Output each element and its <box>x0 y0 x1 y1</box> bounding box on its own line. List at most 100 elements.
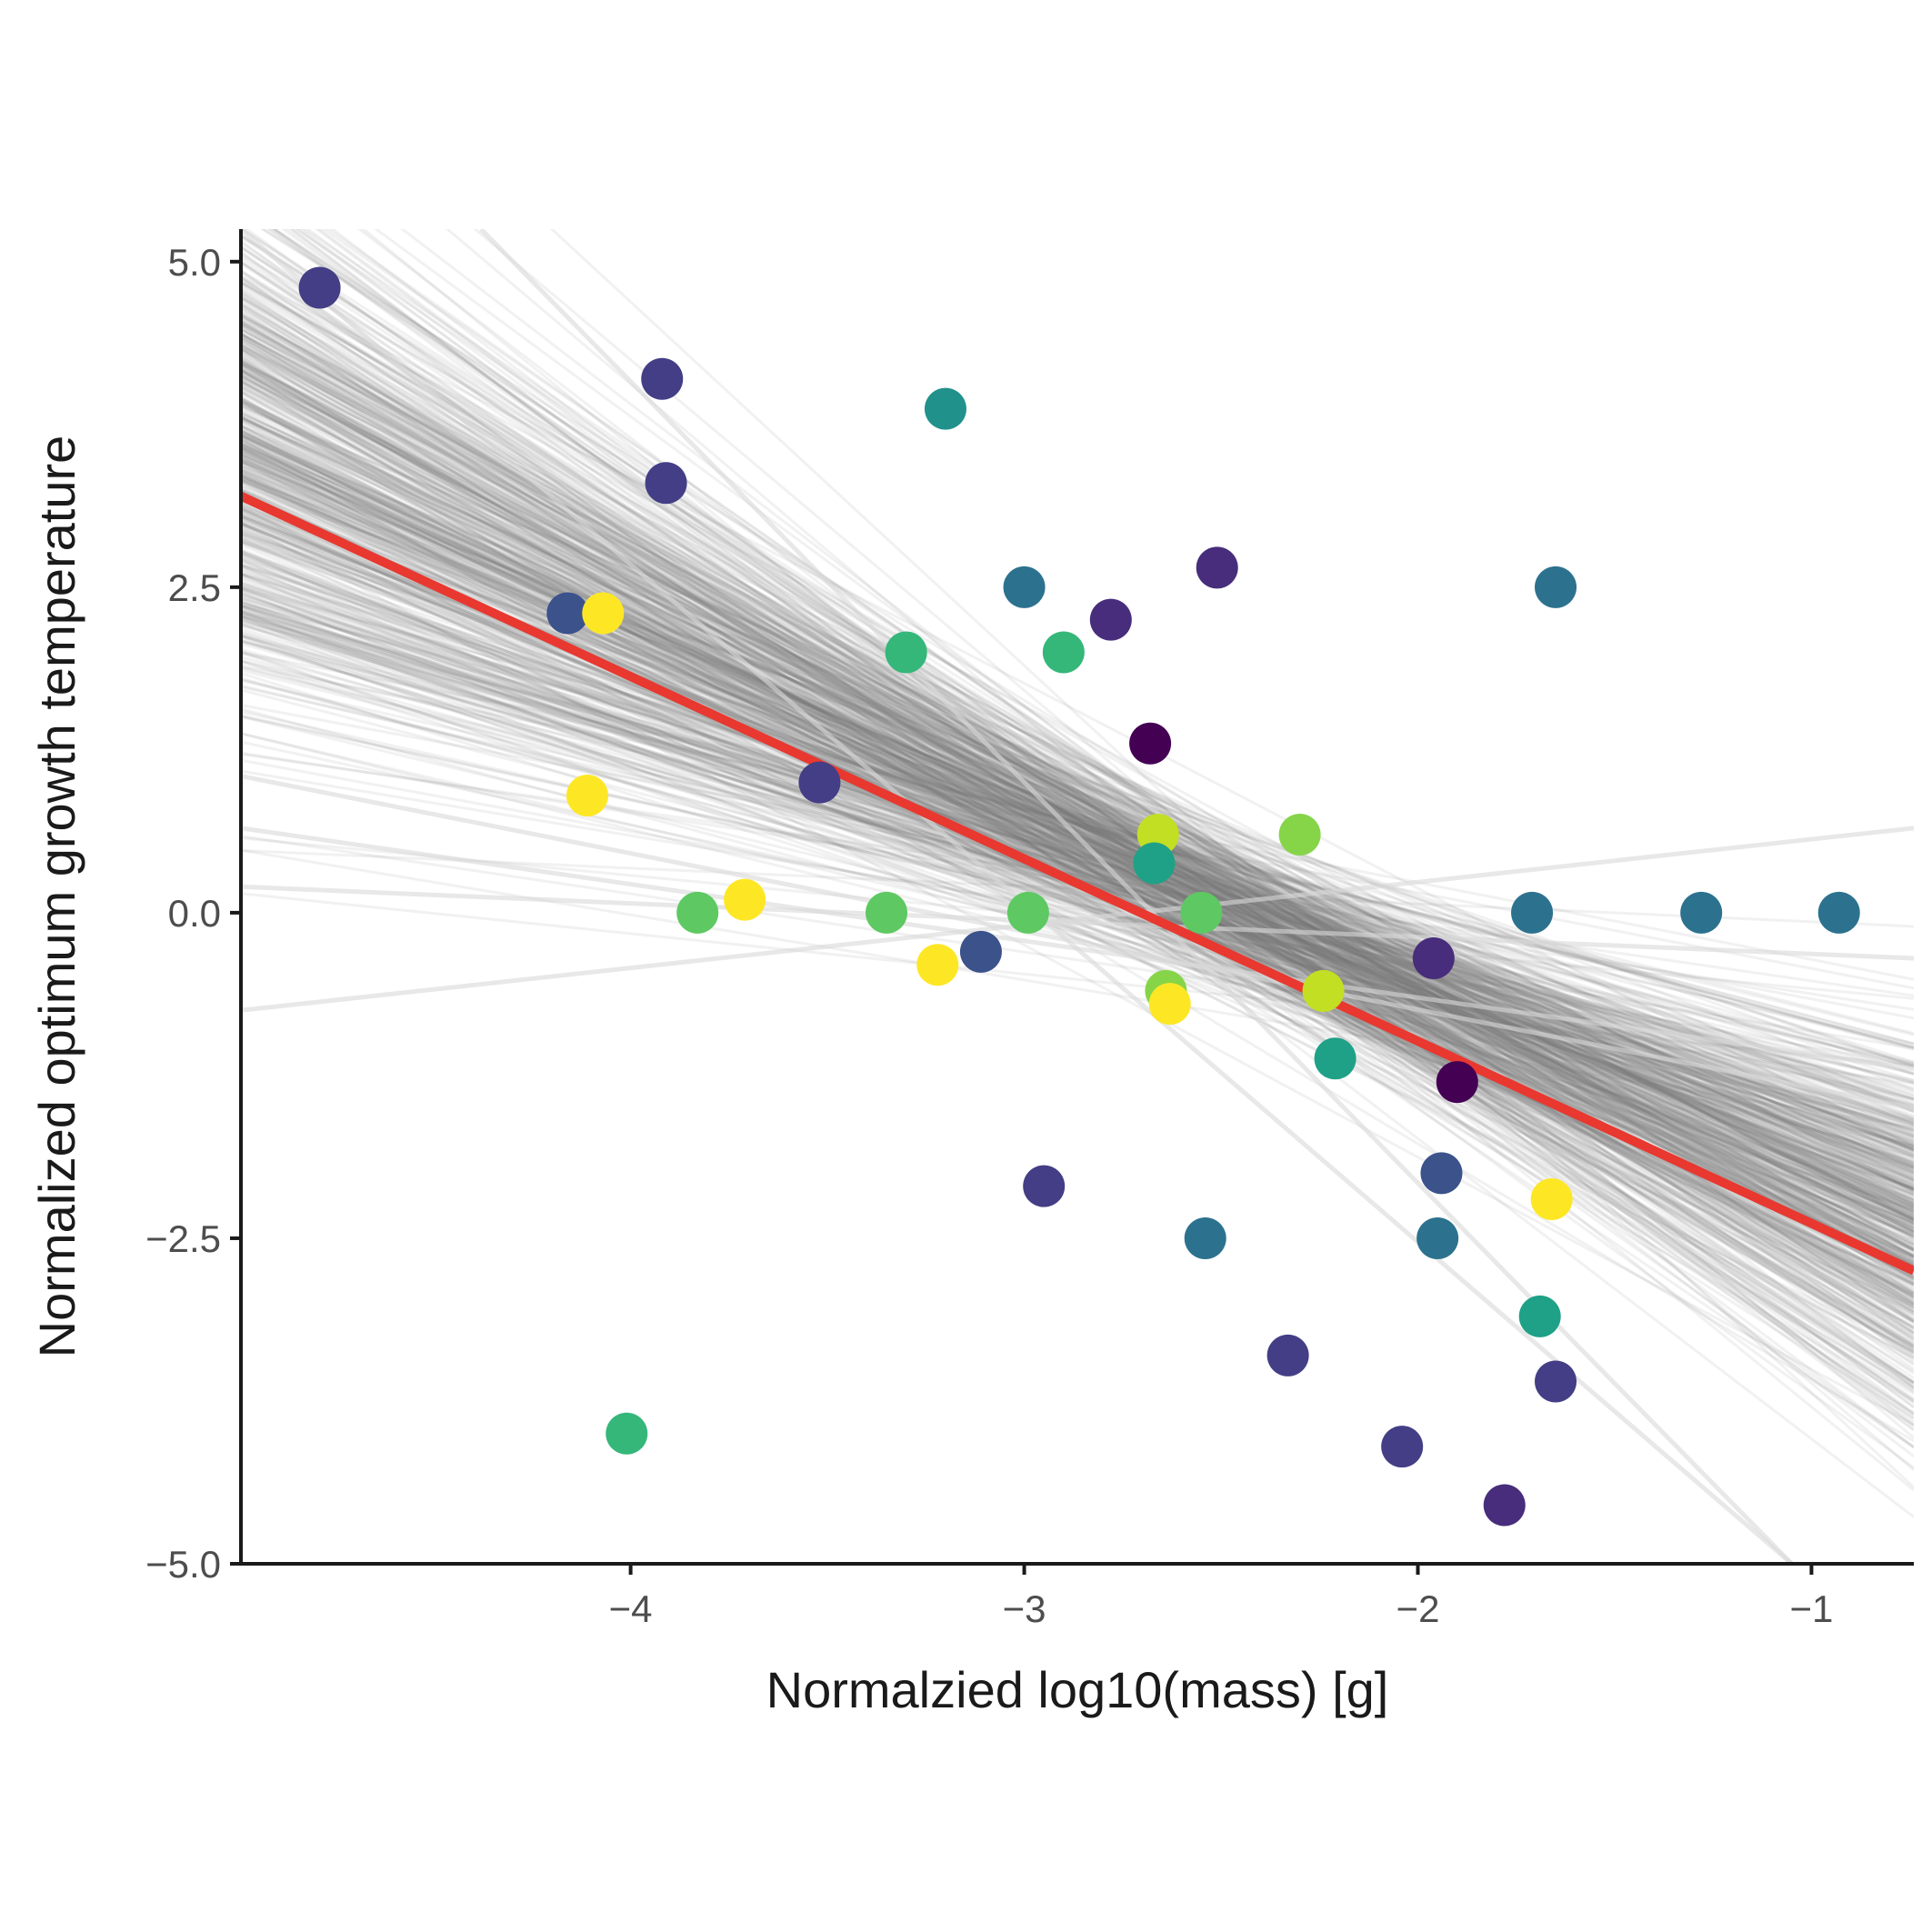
posterior-line <box>241 459 1914 1180</box>
posterior-line <box>241 429 1914 1297</box>
posterior-line <box>241 390 1914 1192</box>
posterior-line <box>241 229 1914 1306</box>
data-point <box>1416 1216 1459 1259</box>
posterior-line <box>241 715 1914 1076</box>
posterior-line <box>241 416 1914 1136</box>
posterior-line <box>241 250 1914 1448</box>
posterior-line <box>241 430 1914 1233</box>
posterior-line <box>241 659 1914 1046</box>
posterior-line <box>241 619 1914 1163</box>
posterior-line <box>241 540 1914 1149</box>
posterior-line <box>241 435 1914 1215</box>
data-point <box>606 1412 648 1455</box>
posterior-line <box>241 235 1914 1346</box>
posterior-line <box>241 439 1914 1313</box>
posterior-line <box>241 461 1914 1269</box>
posterior-line <box>241 454 1914 1138</box>
posterior-line <box>241 465 1914 1106</box>
posterior-line <box>241 506 1914 1151</box>
x-tick-label: −3 <box>1003 1587 1046 1630</box>
posterior-line <box>241 333 1914 1226</box>
posterior-line <box>241 395 1914 1306</box>
posterior-line <box>241 369 1914 1356</box>
posterior-line <box>241 344 1914 1207</box>
posterior-line <box>241 363 1914 1323</box>
posterior-line <box>241 385 1914 1210</box>
posterior-line <box>241 588 1914 1191</box>
posterior-line <box>241 295 1914 1216</box>
data-point <box>724 878 766 921</box>
posterior-line <box>241 366 1914 1221</box>
posterior-line <box>241 519 1914 1211</box>
posterior-line <box>241 256 1914 1340</box>
data-point <box>1535 1360 1577 1403</box>
posterior-line <box>241 361 1914 1348</box>
posterior-line <box>241 444 1914 1206</box>
posterior-line <box>241 477 1914 1243</box>
posterior-line <box>241 634 1914 1064</box>
posterior-line <box>241 229 1914 1384</box>
posterior-line <box>241 310 1914 1353</box>
posterior-line <box>241 554 1914 1186</box>
posterior-line <box>241 551 1914 1166</box>
posterior-line <box>241 400 1914 1337</box>
data-point <box>1817 891 1860 934</box>
x-tick-label: −1 <box>1789 1587 1833 1630</box>
posterior-line <box>241 448 1914 1196</box>
posterior-line <box>241 399 1914 1236</box>
posterior-line <box>241 416 1914 1167</box>
posterior-line <box>241 235 1914 1279</box>
posterior-line <box>241 620 1914 1036</box>
posterior-line <box>241 275 1914 1194</box>
posterior-line <box>241 558 1914 1266</box>
posterior-line <box>241 467 1914 1238</box>
posterior-line <box>241 506 1914 1113</box>
posterior-line <box>241 460 1914 1236</box>
posterior-line <box>241 437 1914 1296</box>
posterior-line <box>241 434 1914 1226</box>
posterior-line <box>241 459 1914 1257</box>
y-axis-ticks: 5.0 2.5 0.0 −2.5 −5.0 <box>145 241 241 1586</box>
posterior-line <box>241 614 1914 1121</box>
posterior-line <box>314 229 1914 1415</box>
posterior-line <box>241 371 1914 1178</box>
posterior-line <box>241 449 1914 1232</box>
data-point <box>1483 1484 1526 1527</box>
posterior-line <box>241 576 1914 1144</box>
posterior-line <box>241 411 1914 1204</box>
posterior-line <box>241 600 1914 1046</box>
posterior-line <box>241 297 1914 1281</box>
posterior-line <box>241 292 1914 1416</box>
posterior-line <box>241 774 1914 1111</box>
data-point <box>1420 1152 1463 1195</box>
posterior-line <box>241 454 1914 1270</box>
posterior-line <box>241 328 1914 1188</box>
posterior-line <box>241 416 1914 1246</box>
posterior-line <box>241 364 1914 1267</box>
posterior-line <box>241 593 1914 1150</box>
posterior-line <box>241 476 1914 1076</box>
posterior-line <box>241 373 1914 1354</box>
posterior-line <box>241 312 1914 1286</box>
posterior-line <box>241 333 1914 1317</box>
posterior-line <box>241 373 1914 1346</box>
posterior-line <box>241 322 1914 1240</box>
posterior-line <box>241 327 1914 1329</box>
posterior-line <box>241 538 1914 1097</box>
posterior-line <box>316 229 1914 1408</box>
posterior-line <box>241 607 1914 1097</box>
posterior-line <box>241 500 1914 1068</box>
posterior-line <box>241 379 1914 1365</box>
posterior-line <box>241 582 1914 1112</box>
data-point <box>1196 546 1238 589</box>
posterior-line <box>241 332 1914 1262</box>
posterior-line <box>241 635 1914 1223</box>
posterior-line <box>241 325 1914 1356</box>
posterior-line <box>241 516 1914 1230</box>
posterior-line <box>241 291 1914 1297</box>
posterior-line <box>241 710 1914 1089</box>
posterior-line <box>241 368 1914 1355</box>
posterior-line <box>271 229 1914 1432</box>
data-point <box>298 266 341 309</box>
posterior-line <box>241 411 1914 1208</box>
